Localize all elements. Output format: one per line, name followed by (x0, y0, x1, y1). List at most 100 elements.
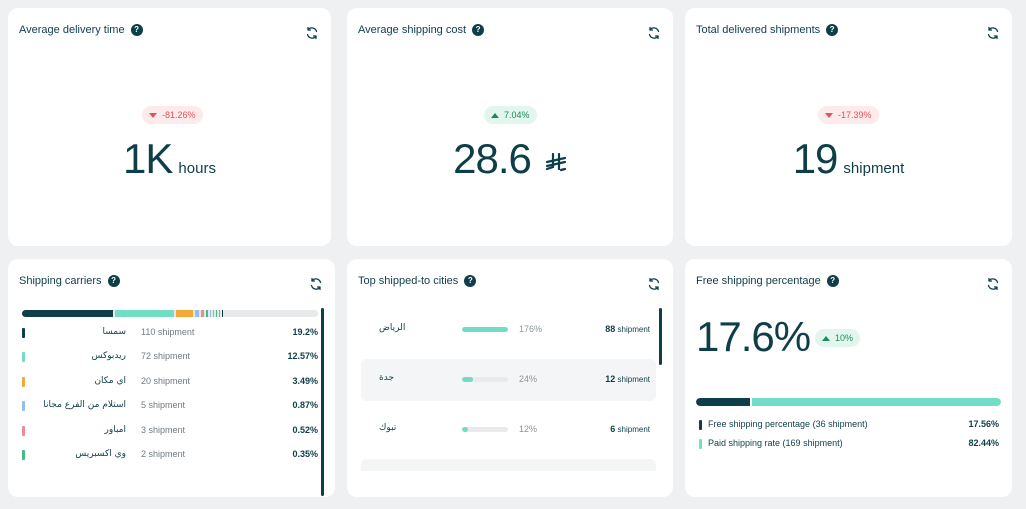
legend-swatch (699, 439, 702, 449)
metric-unit: hours (178, 160, 216, 177)
arrow-down-icon (149, 112, 157, 118)
arrow-down-icon (825, 112, 833, 118)
saudi-riyal-icon (545, 153, 566, 172)
carrier-count: 20 shipment (141, 375, 191, 386)
metric-value: 1K hours (8, 135, 331, 183)
metric-number: 28.6 (453, 135, 532, 182)
free-shipping-segment (696, 398, 750, 406)
carrier-count: 2 shipment (141, 449, 186, 459)
city-percent: 12% (519, 424, 538, 434)
legend-label: Paid shipping rate (169 shipment) (708, 438, 843, 448)
city-progress-track (462, 427, 508, 432)
card-title: Total delivered shipments ? (696, 24, 839, 36)
city-count-number: 6 (610, 424, 616, 434)
legend-value: 17.56% (968, 419, 999, 429)
city-progress-fill (462, 327, 508, 332)
metric-value: 19 shipment (685, 135, 1012, 183)
city-percent: 176% (519, 324, 543, 334)
carrier-name: ريدبوكس (91, 351, 127, 362)
free-shipping-value: 17.6% (696, 313, 811, 360)
carrier-name: سمسا (102, 327, 126, 337)
list-item: وي اكسبريس 2 shipment 0.35% (22, 447, 318, 463)
total-delivered-card: Total delivered shipments ? -17.39% 19 s… (685, 8, 1012, 246)
carrier-bar-segment (221, 310, 224, 317)
metric-value: 28.6 (347, 135, 673, 183)
change-value: -17.39% (838, 110, 872, 120)
carrier-percent: 0.35% (292, 449, 318, 459)
carriers-stacked-bar (22, 310, 318, 317)
city-count-unit: shipment (615, 325, 650, 334)
help-icon[interactable]: ? (107, 275, 120, 287)
carrier-bar-segment (22, 310, 113, 317)
carrier-count: 5 shipment (141, 400, 186, 411)
list-item: امباور 3 shipment 0.52% (22, 423, 318, 439)
list-item: تبوك 12% 6 shipment (361, 409, 656, 451)
carrier-bar-segment (114, 310, 175, 317)
carrier-name: وي اكسبريس (75, 449, 126, 459)
carrier-bar-segment (176, 310, 193, 317)
legend-item: Paid shipping rate (169 shipment) 82.44% (699, 437, 999, 451)
list-item-partial (361, 459, 656, 471)
carrier-count: 110 shipment (141, 327, 195, 337)
list-item: استلام من الفرع مجانا 5 shipment 0.87% (22, 398, 318, 414)
shipping-carriers-card: Shipping carriers ? سمسا 110 shipment 19.2… (8, 259, 335, 497)
carrier-count: 3 shipment (141, 424, 186, 435)
carrier-color-swatch (22, 450, 25, 460)
carrier-percent: 12.57% (287, 351, 318, 362)
help-icon[interactable]: ? (826, 275, 839, 287)
carrier-percent: 0.52% (292, 424, 318, 435)
arrow-up-icon (491, 112, 499, 118)
city-count: 88 shipment (605, 324, 650, 334)
city-name: الرياض (379, 323, 406, 333)
carrier-color-swatch (22, 328, 25, 338)
city-count: 12 shipment (605, 374, 650, 384)
refresh-icon[interactable] (305, 26, 319, 40)
help-icon[interactable]: ? (472, 24, 485, 36)
city-progress-fill (462, 377, 474, 382)
city-count-unit: shipment (615, 425, 650, 434)
carrier-bar-segment (194, 310, 200, 317)
carrier-bar-segment (205, 310, 208, 317)
help-icon[interactable]: ? (130, 24, 143, 36)
scrollbar[interactable] (659, 308, 662, 365)
scrollbar[interactable] (321, 308, 324, 496)
refresh-icon[interactable] (647, 26, 661, 40)
total-delivered-title: Total delivered shipments (696, 24, 821, 36)
refresh-icon[interactable] (986, 26, 1000, 40)
city-percent: 24% (519, 374, 538, 384)
legend-label: Free shipping percentage (36 shipment) (708, 419, 868, 429)
carrier-color-swatch (22, 352, 25, 363)
legend-item: Free shipping percentage (36 shipment) 17… (699, 418, 999, 432)
change-badge: -17.39% (818, 106, 879, 124)
avg-delivery-title: Average delivery time (19, 24, 125, 36)
carrier-color-swatch (22, 376, 25, 387)
card-title: Free shipping percentage ? (696, 275, 839, 287)
carrier-percent: 0.87% (292, 400, 318, 411)
refresh-icon[interactable] (647, 277, 661, 291)
free-shipping-title: Free shipping percentage (696, 275, 821, 287)
free-paid-bar (696, 398, 1001, 406)
carrier-color-swatch (22, 401, 25, 412)
cities-title: Top shipped-to cities (358, 275, 459, 287)
free-shipping-card: Free shipping percentage ? 17.6% 10% Fre… (685, 259, 1012, 497)
carrier-bar-segment (209, 310, 212, 317)
avg-cost-title: Average shipping cost (358, 24, 467, 36)
refresh-icon[interactable] (309, 277, 323, 291)
carrier-bar-segment (218, 310, 221, 317)
help-icon[interactable]: ? (826, 24, 839, 36)
card-title: Top shipped-to cities ? (358, 275, 477, 287)
city-progress-track (462, 327, 508, 332)
change-value: -81.26% (162, 110, 196, 120)
carrier-color-swatch (22, 425, 25, 436)
refresh-icon[interactable] (986, 277, 1000, 291)
legend-value: 82.44% (968, 438, 999, 448)
list-item: ريدبوكس 72 shipment 12.57% (22, 349, 318, 365)
city-name: جدة (379, 373, 395, 383)
list-item: الرياض 176% 88 shipment (361, 309, 656, 351)
change-badge: 7.04% (484, 106, 537, 124)
help-icon[interactable]: ? (464, 275, 477, 287)
card-title: Average delivery time ? (19, 24, 143, 36)
city-count-unit: shipment (615, 375, 650, 384)
change-value: 7.04% (504, 110, 530, 120)
arrow-up-icon (822, 335, 830, 341)
